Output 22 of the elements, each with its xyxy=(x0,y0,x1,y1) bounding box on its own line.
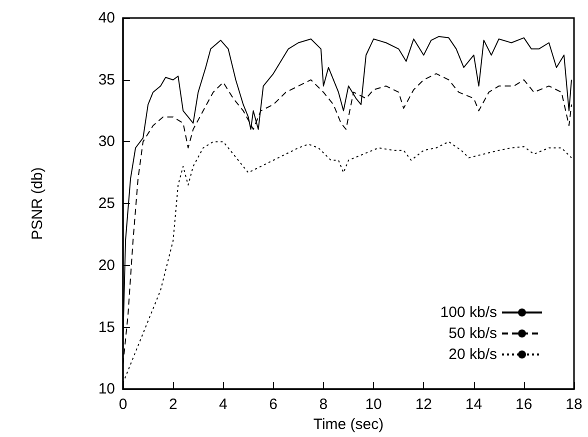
x-tick-label: 12 xyxy=(415,396,432,414)
x-tick-label: 6 xyxy=(269,396,278,414)
legend-label: 50 kb/s xyxy=(448,325,497,342)
x-tick-label: 14 xyxy=(465,396,482,414)
x-tick-label: 16 xyxy=(516,396,532,414)
y-tick-label: 40 xyxy=(98,10,115,26)
legend-label: 100 kb/s xyxy=(440,304,497,321)
x-tick-label: 2 xyxy=(168,396,178,414)
x-tick-label: 8 xyxy=(319,396,328,414)
x-tick-label: 0 xyxy=(118,396,128,414)
y-tick-label: 20 xyxy=(98,256,115,274)
y-tick-label: 35 xyxy=(98,71,115,88)
x-axis-title: Time (sec) xyxy=(313,416,384,433)
y-tick-label: 10 xyxy=(98,380,115,398)
y-tick-label: 25 xyxy=(98,195,115,212)
x-tick-label: 18 xyxy=(566,396,582,414)
y-tick-label: 30 xyxy=(98,133,115,150)
legend-label: 20 kb/s xyxy=(448,346,497,363)
y-axis-title: PSNR (db) xyxy=(29,167,46,240)
x-tick-label: 10 xyxy=(365,396,382,414)
y-tick-label: 15 xyxy=(98,318,115,336)
x-tick-label: 4 xyxy=(219,396,228,414)
